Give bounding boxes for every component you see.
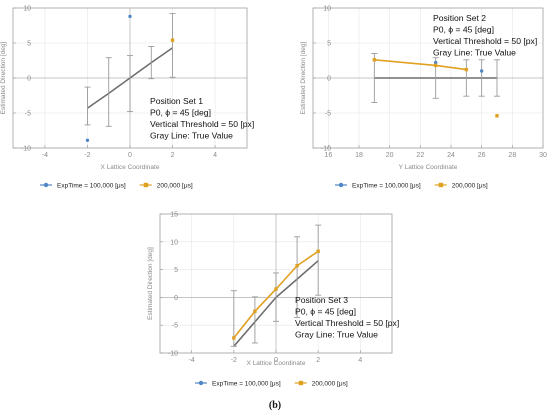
x-tick-label: 30 bbox=[539, 152, 547, 159]
y-tick-label: 0 bbox=[174, 295, 178, 302]
data-point-exp200 bbox=[274, 287, 278, 291]
annotation-line: Position Set 2 bbox=[433, 13, 486, 23]
legend-label-exp200: 200,000 [μs] bbox=[157, 182, 193, 189]
y-tick-label: 0 bbox=[27, 76, 31, 83]
annotation-line: Vertical Threshold = 50 [px] bbox=[295, 318, 399, 328]
x-tick-label: 4 bbox=[213, 152, 217, 159]
x-tick-label: 0 bbox=[274, 357, 278, 364]
chart-panel-2: 16 18 20 22 24 26 28 30 -10 -5 0 5 10 Y Lattice Coord… bbox=[300, 6, 547, 190]
y-axis-label: Estimated Direction [deg] bbox=[147, 247, 154, 320]
annotation-line: Gray Line: True Value bbox=[433, 48, 516, 58]
data-point-exp200 bbox=[170, 38, 175, 42]
data-point-exp200 bbox=[433, 63, 438, 68]
annotation-line: P0, ϕ = 45 [deg] bbox=[150, 108, 211, 118]
y-tick-label: 0 bbox=[327, 76, 331, 83]
annotation-line: Position Set 3 bbox=[295, 295, 348, 305]
y-axis-label: Estimated Direction [deg] bbox=[300, 42, 307, 115]
x-tick-label: 0 bbox=[128, 152, 132, 159]
y-tick-label: 5 bbox=[27, 41, 31, 48]
x-tick-label: 24 bbox=[447, 152, 455, 159]
legend-marker-exp200 bbox=[143, 182, 149, 188]
y-tick-label: 10 bbox=[323, 6, 331, 13]
chart-panel-1: -4 -2 0 2 4 -10 -5 0 5 10 X Lattice Coordinate Esti… bbox=[0, 6, 254, 190]
legend-label-exp100: ExpTime = 100,000 [μs] bbox=[57, 182, 126, 189]
chart-panel-3: -4 -2 0 2 4 -10 -5 0 5 10 15 X Lattice Coordinate Es… bbox=[147, 212, 399, 388]
annotation-line: Vertical Threshold = 50 [px] bbox=[150, 119, 254, 129]
data-point-exp200 bbox=[295, 264, 299, 268]
annotation-line: P0, ϕ = 45 [deg] bbox=[295, 307, 356, 317]
data-point-exp200 bbox=[232, 336, 236, 340]
y-tick-label: 10 bbox=[170, 239, 178, 246]
data-point-exp200 bbox=[464, 67, 469, 72]
x-tick-label: -2 bbox=[231, 357, 237, 364]
legend-label-exp200: 200,000 [μs] bbox=[312, 380, 348, 387]
y-tick-label: 15 bbox=[170, 212, 178, 219]
x-tick-label: 4 bbox=[358, 357, 362, 364]
x-tick-label: 16 bbox=[324, 152, 332, 159]
data-point-exp200 bbox=[316, 249, 320, 253]
data-point-exp100 bbox=[433, 60, 438, 65]
legend-marker-exp200 bbox=[298, 380, 304, 386]
data-point-exp100 bbox=[479, 69, 484, 73]
x-tick-label: -4 bbox=[189, 357, 195, 364]
legend-label-exp100: ExpTime = 100,000 [μs] bbox=[212, 380, 281, 387]
legend: ExpTime = 100,000 [μs] 200,000 [μs] bbox=[40, 182, 193, 189]
data-point-exp200 bbox=[253, 309, 257, 313]
data-point-exp100 bbox=[85, 138, 90, 142]
x-tick-label: 2 bbox=[316, 357, 320, 364]
y-tick-label: -5 bbox=[25, 111, 31, 118]
y-tick-label: 5 bbox=[174, 267, 178, 274]
figure-caption: (b) bbox=[269, 400, 281, 411]
x-tick-label: 2 bbox=[171, 152, 175, 159]
x-tick-label: 28 bbox=[508, 152, 516, 159]
legend-marker-exp100 bbox=[43, 182, 49, 188]
legend-marker-exp100 bbox=[198, 380, 204, 386]
x-tick-label: 20 bbox=[386, 152, 394, 159]
x-axis-label: Y Lattice Coordinate bbox=[399, 164, 458, 171]
data-point-exp100 bbox=[128, 14, 132, 19]
annotation-line: P0, ϕ = 45 [deg] bbox=[433, 25, 494, 35]
x-tick-label: 18 bbox=[355, 152, 363, 159]
y-axis-label: Estimated Direction [deg] bbox=[0, 42, 7, 115]
legend-label-exp100: ExpTime = 100,000 [μs] bbox=[352, 182, 421, 189]
legend: ExpTime = 100,000 [μs] 200,000 [μs] bbox=[335, 182, 488, 189]
annotation-line: Gray Line: True Value bbox=[150, 131, 233, 141]
data-point-exp200 bbox=[495, 114, 499, 118]
annotation-line: Gray Line: True Value bbox=[295, 330, 378, 340]
x-tick-label: -4 bbox=[42, 152, 48, 159]
y-tick-label: -10 bbox=[21, 146, 31, 153]
y-tick-label: -10 bbox=[321, 146, 331, 153]
x-tick-label: 22 bbox=[416, 152, 424, 159]
y-tick-label: -10 bbox=[168, 351, 178, 358]
x-axis-label: X Lattice Coordinate bbox=[101, 164, 160, 171]
x-tick-label: 26 bbox=[478, 152, 486, 159]
y-tick-label: -5 bbox=[172, 323, 178, 330]
y-tick-label: 5 bbox=[327, 41, 331, 48]
annotation-line: Vertical Threshold = 50 [px] bbox=[433, 36, 537, 46]
y-tick-label: -5 bbox=[325, 111, 331, 118]
x-axis-label: X Lattice Coordinate bbox=[247, 360, 306, 367]
data-point-exp200 bbox=[372, 58, 377, 62]
legend-marker-exp100 bbox=[338, 182, 344, 188]
legend: ExpTime = 100,000 [μs] 200,000 [μs] bbox=[195, 380, 348, 387]
y-tick-label: 10 bbox=[23, 6, 31, 13]
annotation-line: Position Set 1 bbox=[150, 96, 203, 106]
legend-marker-exp200 bbox=[438, 182, 444, 188]
legend-label-exp200: 200,000 [μs] bbox=[452, 182, 488, 189]
x-tick-label: -2 bbox=[84, 152, 90, 159]
